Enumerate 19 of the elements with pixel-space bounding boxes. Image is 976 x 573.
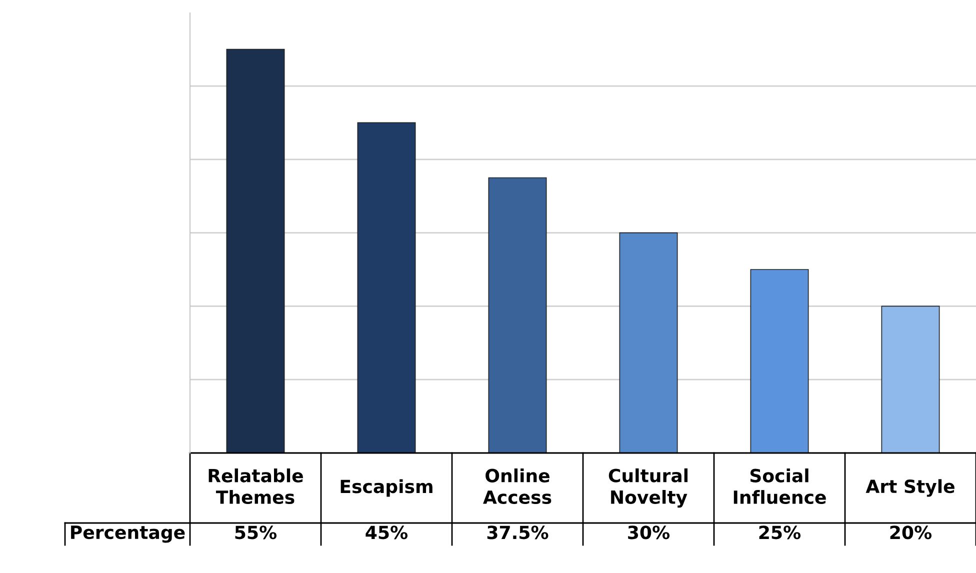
bar	[357, 122, 416, 453]
bar	[750, 269, 809, 453]
bar	[881, 306, 940, 453]
bar	[488, 177, 547, 453]
x-tick-label: Art Style	[866, 479, 954, 497]
text: Percentage	[71, 526, 185, 543]
data-label: 37.5%	[487, 526, 548, 540]
x-tick-label: Online Access	[483, 468, 552, 504]
x-tick-label: Relatable Themes	[208, 468, 303, 504]
x-tick-label: Social Influence	[734, 468, 826, 504]
x-tick-label: Cultural Novelty	[608, 468, 688, 508]
bar	[619, 232, 678, 453]
x-tick-label: Escapism	[340, 479, 432, 497]
data-label: 25%	[759, 526, 801, 540]
data-label: 30%	[628, 526, 670, 540]
data-label: 20%	[890, 526, 932, 540]
data-label: 45%	[366, 526, 408, 540]
data-label: 55%	[235, 526, 277, 540]
bar	[226, 48, 285, 453]
